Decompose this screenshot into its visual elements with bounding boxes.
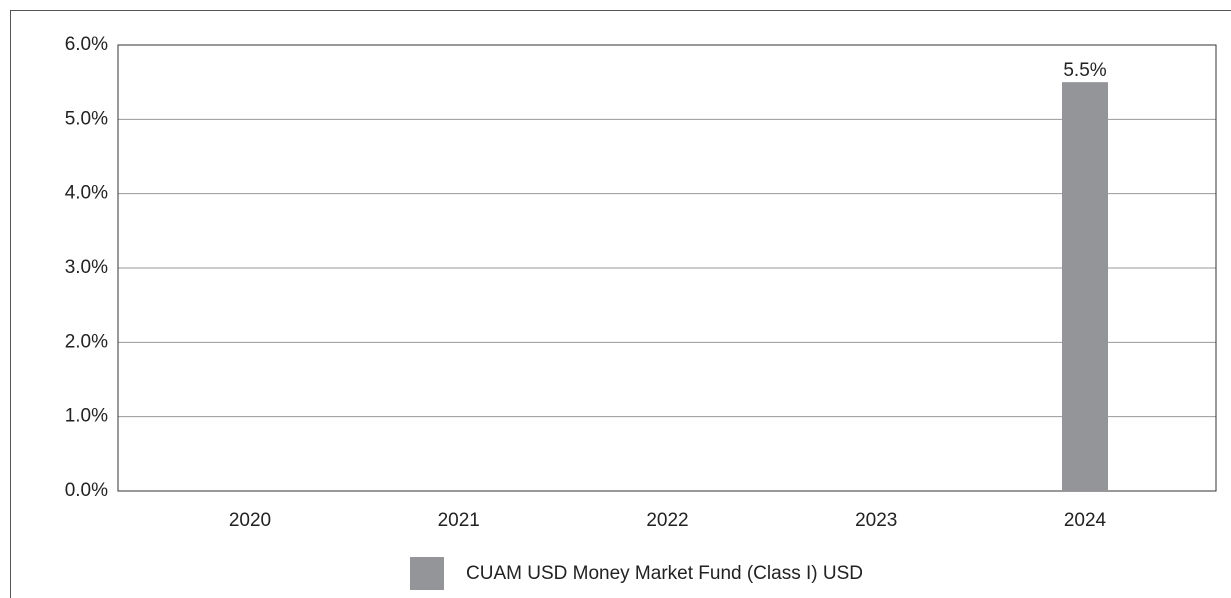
x-tick-label: 2022 — [646, 510, 688, 531]
y-tick-label: 1.0% — [65, 406, 108, 427]
x-tick-label: 2020 — [229, 510, 271, 531]
chart-frame — [10, 10, 1231, 598]
bar — [1062, 82, 1108, 492]
legend-label: CUAM USD Money Market Fund (Class I) USD — [466, 563, 863, 584]
legend-swatch — [410, 557, 444, 590]
y-tick-label: 0.0% — [65, 480, 108, 501]
y-tick-label: 5.0% — [65, 108, 108, 129]
x-tick-label: 2023 — [855, 510, 897, 531]
x-tick-label: 2021 — [438, 510, 480, 531]
y-tick-label: 3.0% — [65, 257, 108, 278]
plot-border — [117, 44, 1217, 492]
y-tick-label: 2.0% — [65, 331, 108, 352]
data-label: 5.5% — [1063, 60, 1106, 81]
y-tick-label: 4.0% — [65, 183, 108, 204]
x-tick-label: 2024 — [1064, 510, 1107, 531]
y-tick-label: 6.0% — [65, 34, 108, 55]
